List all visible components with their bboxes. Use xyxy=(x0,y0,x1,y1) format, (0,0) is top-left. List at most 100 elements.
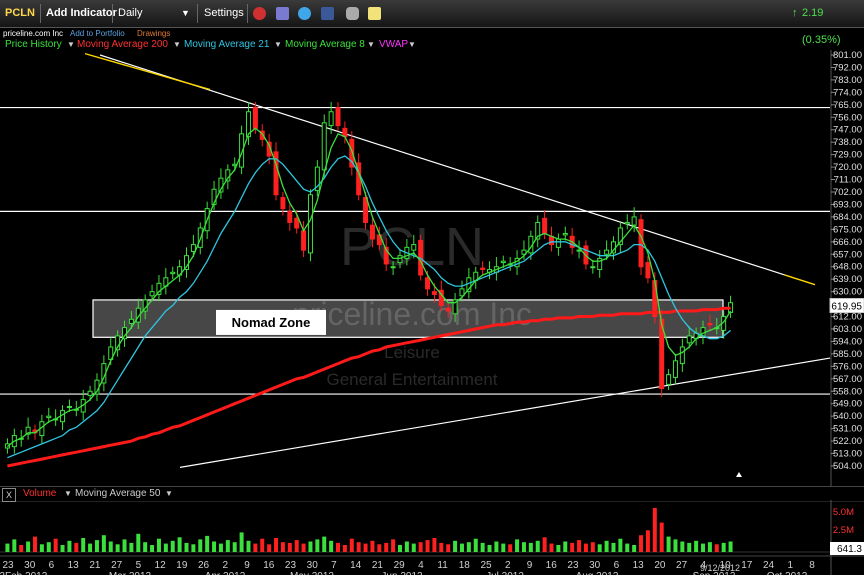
volume-bar xyxy=(239,532,244,552)
chevron-down-icon[interactable]: ▼ xyxy=(67,40,75,49)
chevron-down-icon[interactable]: ▼ xyxy=(165,489,173,498)
chevron-down-icon[interactable]: ▼ xyxy=(64,489,72,498)
chevron-down-icon[interactable]: ▼ xyxy=(367,40,375,49)
volume-bar xyxy=(294,540,299,552)
volume-bar xyxy=(108,541,113,552)
date-tick-label: 30 xyxy=(307,560,319,571)
date-tick-label: 9 xyxy=(527,560,533,571)
downtrend-line xyxy=(99,54,786,276)
date-tick-label: 30 xyxy=(24,560,36,571)
trendlines xyxy=(84,52,831,468)
symbol-field[interactable]: PCLN xyxy=(5,7,35,19)
candle-body xyxy=(624,221,630,225)
copy-icon[interactable] xyxy=(276,7,289,20)
volume-bar xyxy=(680,541,685,552)
volume-bar xyxy=(212,541,217,552)
price-tick-label: 693.00 xyxy=(833,199,862,210)
date-tick-label: 16 xyxy=(546,560,558,571)
candle-body xyxy=(707,322,713,326)
indicator-legend: Price History ▼ Moving Average 200 ▼ Mov… xyxy=(0,38,864,51)
price-tick-label: 702.00 xyxy=(833,187,862,198)
legend-price-history[interactable]: Price History xyxy=(5,39,62,50)
volume-bar xyxy=(280,542,285,552)
chevron-down-icon[interactable]: ▼ xyxy=(408,40,416,49)
alarm-clock-icon[interactable] xyxy=(253,7,266,20)
candle-body xyxy=(252,107,258,129)
volume-bar xyxy=(19,545,24,552)
price-tick-label: 675.00 xyxy=(833,224,862,235)
downtrend-line-extension xyxy=(84,52,211,91)
volume-bar xyxy=(604,540,609,552)
uptrend-line xyxy=(179,357,831,468)
add-indicator-button[interactable]: Add Indicator xyxy=(46,7,117,19)
candle-body xyxy=(686,335,692,344)
legend-ma200[interactable]: Moving Average 200 xyxy=(77,39,168,50)
candle-body xyxy=(239,133,245,168)
volume-bar xyxy=(115,544,120,552)
candle-body xyxy=(335,107,341,127)
price-chart[interactable]: PCLN priceline.com Inc Leisure General E… xyxy=(0,50,864,486)
date-tick-label: 7 xyxy=(331,560,337,571)
date-tick-label: 2 xyxy=(505,560,511,571)
candle-body xyxy=(431,291,437,295)
candle-body xyxy=(390,266,396,269)
volume-bar xyxy=(156,538,161,552)
nomad-zone-label: Nomad Zone xyxy=(232,315,311,330)
volume-bar xyxy=(225,540,230,552)
nomad-zone: Nomad Zone xyxy=(92,299,724,338)
legend-ma8[interactable]: Moving Average 8 xyxy=(285,39,365,50)
sub-toolbar: priceline.com Inc Add to Portfolio Drawi… xyxy=(0,28,864,40)
volume-bar xyxy=(267,544,272,552)
note-icon[interactable] xyxy=(368,7,381,20)
close-panel-button[interactable]: X xyxy=(2,488,16,502)
horizontal-lines xyxy=(0,106,830,395)
month-label: Mar 2012 xyxy=(109,571,152,575)
current-date-label: 9/12/2012 xyxy=(700,563,740,573)
date-tick-label: 23 xyxy=(285,560,297,571)
drawings-link[interactable]: Drawings xyxy=(137,29,171,38)
volume-bar xyxy=(53,538,58,552)
price-tick-label: 720.00 xyxy=(833,162,862,173)
volume-bar xyxy=(218,543,223,552)
volume-label[interactable]: Volume xyxy=(23,488,57,499)
volume-bar xyxy=(94,540,99,552)
candle-body xyxy=(25,426,31,435)
chevron-down-icon[interactable]: ▼ xyxy=(274,40,282,49)
legend-ma21[interactable]: Moving Average 21 xyxy=(184,39,270,50)
watermark-industry: General Entertainment xyxy=(326,370,497,389)
ma200-line xyxy=(7,306,731,468)
candle-body xyxy=(480,267,486,270)
date-tick-label: 6 xyxy=(614,560,620,571)
volume-bar xyxy=(205,535,210,552)
volume-bar xyxy=(632,545,637,552)
volume-bar xyxy=(625,543,630,552)
chevron-down-icon[interactable]: ▼ xyxy=(173,40,181,49)
candle-body xyxy=(280,197,286,210)
volume-bar xyxy=(301,543,306,552)
volume-bar xyxy=(659,522,664,552)
price-tick-label: 738.00 xyxy=(833,137,862,148)
last-price-box xyxy=(829,298,864,314)
volume-bar xyxy=(694,540,699,552)
date-tick-label: 30 xyxy=(589,560,601,571)
candle-body xyxy=(617,227,623,246)
add-to-portfolio-link[interactable]: Add to Portfolio xyxy=(70,29,125,38)
settings-button[interactable]: Settings xyxy=(204,7,244,19)
volume-bar xyxy=(163,543,168,552)
price-tick-label: 576.00 xyxy=(833,361,862,372)
twitter-icon[interactable] xyxy=(298,7,311,20)
volume-bar xyxy=(150,545,155,552)
facebook-icon[interactable] xyxy=(321,7,334,20)
chevron-down-icon[interactable]: ▼ xyxy=(181,8,190,18)
date-tick-label: 23 xyxy=(567,560,579,571)
interval-select[interactable]: Daily xyxy=(118,7,143,19)
candle-body xyxy=(659,318,665,390)
date-tick-label: 21 xyxy=(372,560,384,571)
ma50-label[interactable]: Moving Average 50 xyxy=(75,488,161,499)
legend-vwap[interactable]: VWAP xyxy=(379,39,409,50)
volume-tick-label: 2.5M xyxy=(833,525,854,536)
binoculars-icon[interactable] xyxy=(346,7,359,20)
candle-body xyxy=(542,217,548,235)
